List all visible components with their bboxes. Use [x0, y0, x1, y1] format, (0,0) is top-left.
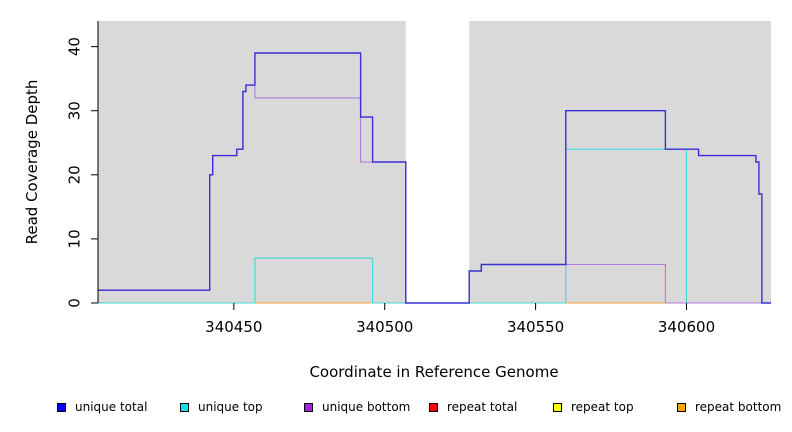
y-tick-label-30: 30 — [66, 101, 84, 120]
legend-item-unique-top: unique top — [180, 400, 263, 414]
legend-item-repeat-top: repeat top — [553, 400, 634, 414]
series-layer — [98, 52, 771, 304]
legend-item-repeat-total: repeat total — [429, 400, 517, 414]
y-axis-title: Read Coverage Depth — [23, 80, 41, 245]
legend-swatch-unique-top — [180, 402, 189, 412]
y-tick-label-10: 10 — [66, 229, 84, 248]
x-tick-label-340550: 340550 — [507, 318, 564, 336]
y-tick-label-0: 0 — [66, 298, 84, 308]
legend-item-repeat-bottom: repeat bottom — [677, 400, 781, 414]
legend-swatch-repeat-bottom — [677, 402, 686, 412]
legend-label-repeat-top: repeat top — [571, 400, 634, 414]
legend-item-unique-bottom: unique bottom — [304, 400, 410, 414]
x-tick-label-340600: 340600 — [658, 318, 715, 336]
legend-label-repeat-bottom: repeat bottom — [695, 400, 782, 414]
legend-label-repeat-total: repeat total — [447, 400, 518, 414]
y-tick-label-40: 40 — [66, 37, 84, 56]
legend: unique total unique top unique bottom re… — [0, 400, 792, 420]
legend-label-unique-total: unique total — [75, 400, 148, 414]
axes-layer: 0 10 20 30 40 340450 340500 340550 340600 — [66, 21, 715, 336]
x-axis-title: Coordinate in Reference Genome — [309, 363, 558, 381]
legend-item-unique-total: unique total — [57, 400, 147, 414]
legend-swatch-repeat-top — [553, 402, 562, 412]
legend-swatch-unique-total — [57, 402, 66, 412]
series-line-unique-total — [98, 52, 771, 304]
gap-region — [405, 21, 470, 303]
coverage-chart: 0 10 20 30 40 340450 340500 340550 340600 Coordi… — [23, 21, 771, 381]
x-tick-label-340450: 340450 — [205, 318, 262, 336]
legend-swatch-repeat-total — [429, 402, 438, 412]
y-tick-label-20: 20 — [66, 165, 84, 184]
x-tick-label-340500: 340500 — [356, 318, 413, 336]
legend-label-unique-bottom: unique bottom — [322, 400, 411, 414]
legend-swatch-unique-bottom — [304, 402, 313, 412]
legend-label-unique-top: unique top — [198, 400, 263, 414]
